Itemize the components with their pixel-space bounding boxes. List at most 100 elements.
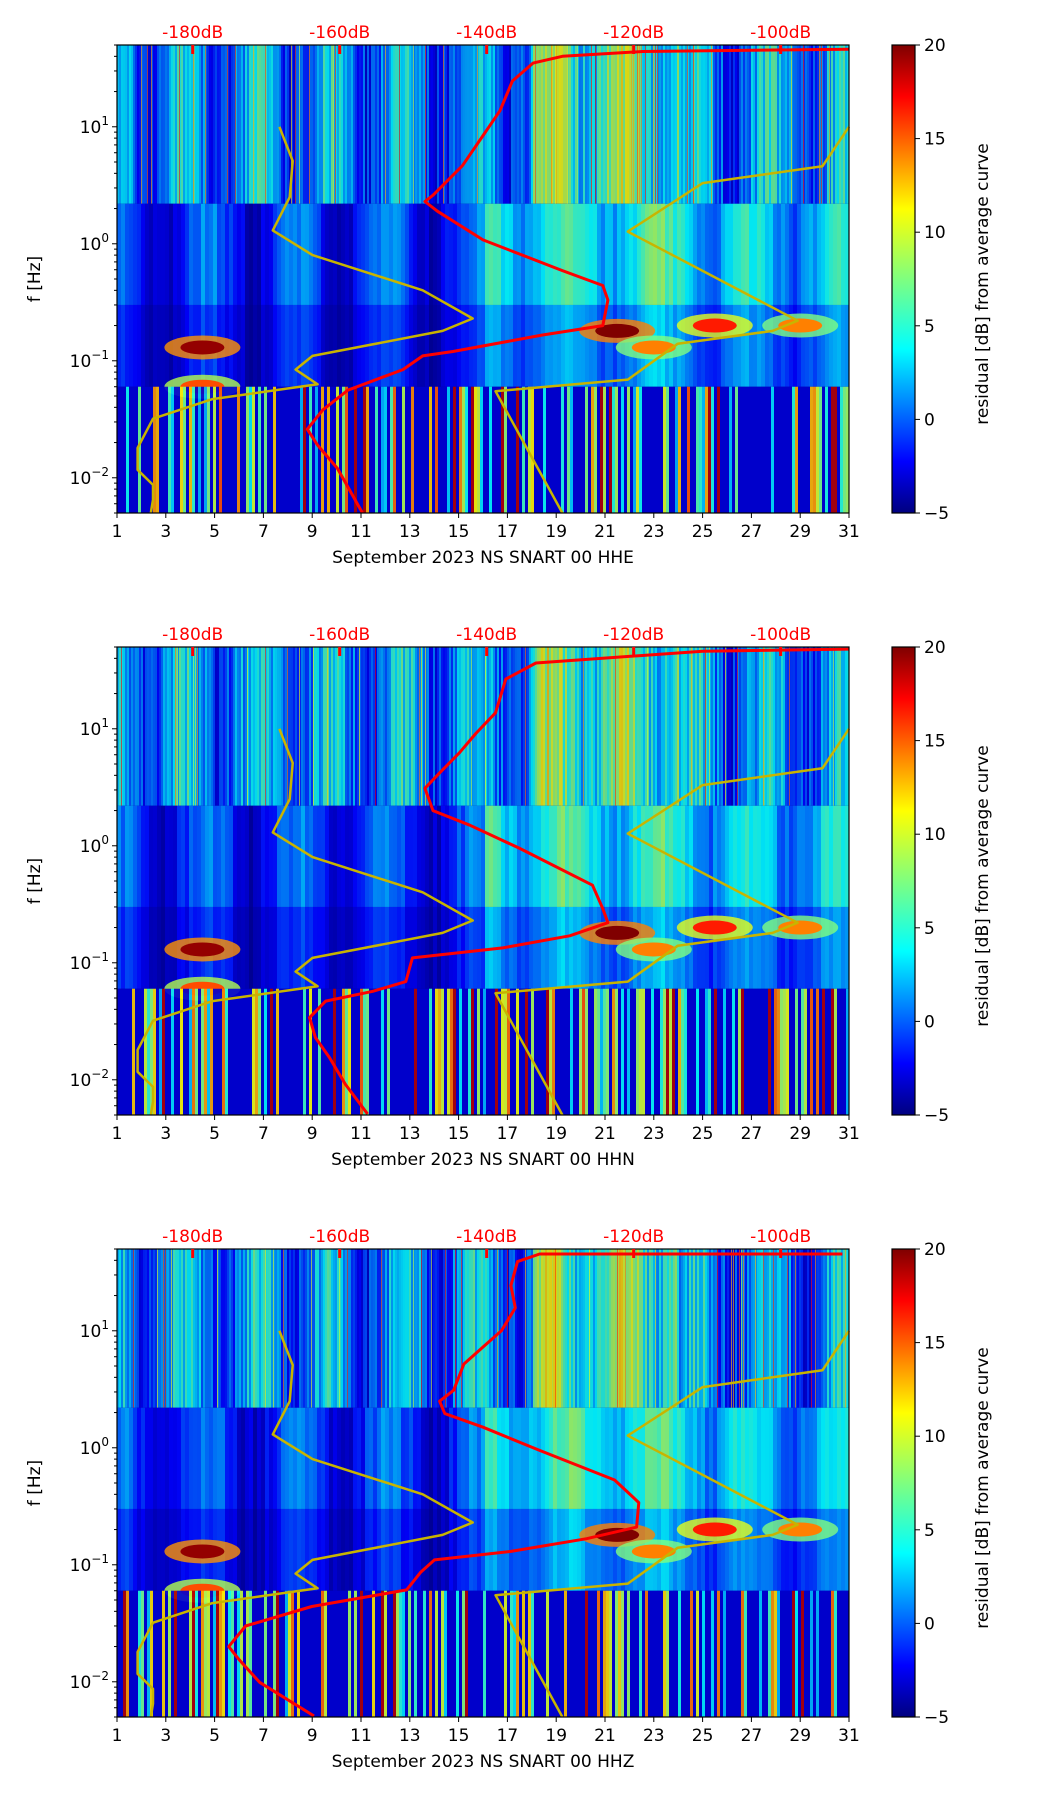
- heatmap-cell: [187, 1249, 189, 1408]
- heatmap-cell: [585, 647, 587, 806]
- db-tick-label: -100dB: [750, 23, 811, 43]
- heatmap-cell: [753, 387, 756, 513]
- heatmap-cell: [255, 45, 257, 204]
- heatmap-cell: [141, 1591, 144, 1717]
- heatmap-cell: [277, 305, 281, 387]
- heatmap-cell: [395, 1249, 397, 1408]
- heatmap-cell: [553, 305, 557, 387]
- heatmap-cell: [543, 647, 545, 806]
- heatmap-cell: [793, 204, 797, 305]
- heatmap-cell: [179, 647, 181, 806]
- heatmap-cell: [629, 204, 633, 305]
- heatmap-cell: [331, 647, 333, 806]
- heatmap-cell: [657, 647, 659, 806]
- heatmap-cell: [587, 647, 589, 806]
- heatmap-cell: [631, 45, 632, 204]
- heatmap-cell: [629, 45, 631, 204]
- y-tick-label: 101: [80, 114, 109, 138]
- heatmap-cell: [821, 45, 822, 204]
- heatmap-cell: [441, 1591, 444, 1717]
- heatmap-cell: [239, 1249, 241, 1408]
- heatmap-cell: [279, 1249, 281, 1408]
- heatmap-cell: [377, 1249, 379, 1408]
- heatmap-cell: [695, 45, 697, 204]
- heatmap-cell: [307, 45, 309, 204]
- heatmap-cell: [559, 647, 561, 806]
- heatmap-cell: [335, 647, 337, 806]
- heatmap-cell: [660, 989, 663, 1115]
- heatmap-cell: [381, 989, 384, 1115]
- heatmap-cell: [407, 1249, 409, 1408]
- heatmap-cell: [209, 647, 211, 806]
- heatmap-cell: [361, 1249, 363, 1408]
- heatmap-cell: [693, 806, 697, 907]
- heatmap-cell: [613, 204, 617, 305]
- heatmap-cell: [671, 647, 673, 806]
- heatmap-cell: [659, 45, 661, 204]
- heatmap-cell: [245, 204, 249, 305]
- heatmap-cell: [345, 806, 349, 907]
- heatmap-cell: [689, 1408, 693, 1509]
- heatmap-cell: [474, 387, 477, 513]
- colorbar-tick-label: 15: [924, 732, 946, 752]
- heatmap-cell: [762, 989, 765, 1115]
- heatmap-cell: [403, 1249, 405, 1408]
- heatmap-cell: [285, 806, 289, 907]
- colorbar-tick-label: 20: [924, 638, 946, 658]
- heatmap-cell: [145, 806, 149, 907]
- heatmap-cell: [615, 989, 618, 1115]
- heatmap-cell: [677, 1408, 681, 1509]
- heatmap-cell: [433, 1408, 437, 1509]
- heatmap-cell: [211, 45, 213, 204]
- heatmap-cell: [553, 647, 555, 806]
- heatmap-cell: [306, 989, 309, 1115]
- heatmap-cell: [617, 1408, 621, 1509]
- heatmap-cell: [605, 1249, 607, 1408]
- heatmap-cell: [217, 647, 219, 806]
- heatmap-cell: [765, 1591, 768, 1717]
- heatmap-cell: [486, 989, 489, 1115]
- heatmap-cell: [423, 1249, 425, 1408]
- heatmap-cell: [819, 989, 822, 1115]
- heatmap-cell: [555, 1249, 556, 1408]
- heatmap-cell: [377, 45, 379, 204]
- heatmap-cell: [387, 45, 389, 204]
- heatmap-cell: [181, 204, 185, 305]
- heatmap-cell: [487, 45, 489, 204]
- heatmap-cell: [745, 647, 747, 806]
- heatmap-cell: [453, 989, 456, 1115]
- heatmap-cell: [813, 1249, 815, 1408]
- heatmap-cell: [543, 387, 546, 513]
- heatmap-cell: [797, 647, 799, 806]
- heatmap-cell: [373, 806, 377, 907]
- heatmap-cell: [181, 1249, 183, 1408]
- heatmap-cell: [483, 45, 485, 204]
- x-axis: 1 3 5 7 9 11 13 15 17 19 21 23 25 27 29 31: [112, 513, 860, 542]
- heatmap-cell: [749, 1509, 753, 1591]
- heatmap-cell: [193, 204, 197, 305]
- heatmap-cell: [573, 1591, 576, 1717]
- heatmap-cell: [219, 45, 221, 204]
- heatmap-cell: [325, 647, 327, 806]
- heatmap-cell: [577, 45, 578, 204]
- heatmap-cell: [413, 204, 417, 305]
- heatmap-cell: [285, 45, 287, 204]
- heatmap-cell: [601, 1509, 605, 1591]
- heatmap-cell: [449, 806, 453, 907]
- heatmap-cell: [661, 1408, 665, 1509]
- heatmap-cell: [804, 387, 807, 513]
- heatmap-cell: [363, 1591, 366, 1717]
- heatmap-cell: [144, 1591, 147, 1717]
- heatmap-cell: [683, 45, 685, 204]
- heatmap-cell: [569, 806, 573, 907]
- heatmap-cell: [257, 1249, 259, 1408]
- heatmap-cell: [753, 989, 756, 1115]
- heatmap-cell: [515, 647, 517, 806]
- heatmap-cell: [378, 989, 381, 1115]
- heatmap-cell: [601, 806, 605, 907]
- heatmap-cell: [684, 1591, 687, 1717]
- heatmap-cell: [549, 1249, 551, 1408]
- heatmap-cell: [233, 647, 235, 806]
- heatmap-cell: [834, 989, 837, 1115]
- heatmap-cell: [453, 204, 457, 305]
